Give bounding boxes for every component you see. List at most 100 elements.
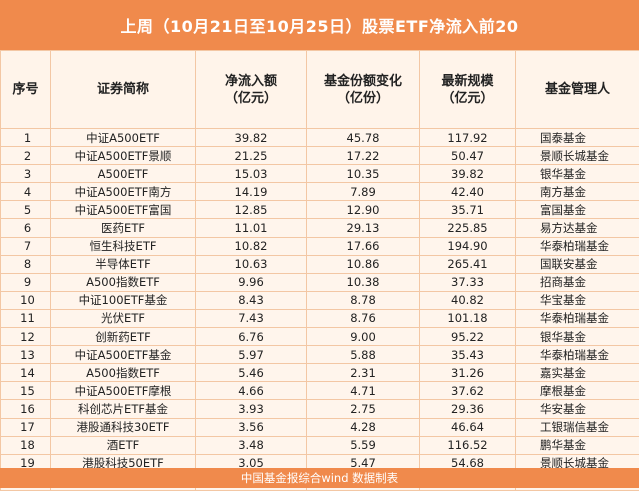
cell-net-inflow: 39.82 <box>196 129 307 147</box>
cell-rank: 12 <box>1 328 51 346</box>
cell-share-change: 10.35 <box>307 165 420 183</box>
cell-share-change: 17.66 <box>307 237 420 255</box>
header-share-change: 基金份额变化 （亿份） <box>307 51 420 129</box>
cell-net-inflow: 3.93 <box>196 400 307 418</box>
cell-security-name: 科创芯片ETF基金 <box>51 400 196 418</box>
cell-latest-scale: 117.92 <box>420 129 516 147</box>
cell-net-inflow: 3.48 <box>196 436 307 454</box>
header-scale-line1: 最新规模 <box>441 74 493 89</box>
cell-rank: 1 <box>1 129 51 147</box>
cell-share-change: 10.38 <box>307 273 420 291</box>
cell-rank: 9 <box>1 273 51 291</box>
source-footer: 中国基金报综合wind 数据制表 <box>0 468 639 488</box>
cell-rank: 18 <box>1 436 51 454</box>
header-row: 序号 证券简称 净流入额 （亿元） 基金份额变化 （亿份） 最新规模 （亿元） … <box>1 51 639 129</box>
cell-security-name: 中证A500ETF景顺 <box>51 147 196 165</box>
cell-net-inflow: 5.46 <box>196 364 307 382</box>
cell-rank: 3 <box>1 165 51 183</box>
cell-net-inflow: 8.43 <box>196 291 307 309</box>
cell-share-change: 7.89 <box>307 183 420 201</box>
cell-security-name: A500指数ETF <box>51 273 196 291</box>
cell-share-change: 8.76 <box>307 309 420 327</box>
header-inflow: 净流入额 （亿元） <box>196 51 307 129</box>
cell-rank: 8 <box>1 255 51 273</box>
cell-latest-scale: 42.40 <box>420 183 516 201</box>
cell-latest-scale: 29.36 <box>420 400 516 418</box>
cell-net-inflow: 12.85 <box>196 201 307 219</box>
cell-fund-manager: 华泰柏瑞基金 <box>516 309 639 327</box>
header-share-change-line2: （亿份） <box>337 91 389 106</box>
cell-security-name: 半导体ETF <box>51 255 196 273</box>
cell-share-change: 2.31 <box>307 364 420 382</box>
cell-fund-manager: 工银瑞信基金 <box>516 418 639 436</box>
cell-fund-manager: 华宝基金 <box>516 291 639 309</box>
cell-fund-manager: 嘉实基金 <box>516 364 639 382</box>
cell-security-name: 港股通科技30ETF <box>51 418 196 436</box>
cell-rank: 10 <box>1 291 51 309</box>
cell-rank: 16 <box>1 400 51 418</box>
header-scale-line2: （亿元） <box>441 91 493 106</box>
cell-latest-scale: 50.47 <box>420 147 516 165</box>
cell-net-inflow: 5.97 <box>196 346 307 364</box>
cell-share-change: 5.88 <box>307 346 420 364</box>
header-name: 证券简称 <box>51 51 196 129</box>
cell-net-inflow: 11.01 <box>196 219 307 237</box>
cell-rank: 6 <box>1 219 51 237</box>
cell-fund-manager: 景顺长城基金 <box>516 147 639 165</box>
cell-fund-manager: 华安基金 <box>516 400 639 418</box>
cell-security-name: 中证100ETF基金 <box>51 291 196 309</box>
cell-latest-scale: 101.18 <box>420 309 516 327</box>
cell-net-inflow: 10.63 <box>196 255 307 273</box>
cell-share-change: 10.86 <box>307 255 420 273</box>
cell-security-name: 中证A500ETF <box>51 129 196 147</box>
cell-fund-manager: 国泰基金 <box>516 129 639 147</box>
cell-fund-manager: 银华基金 <box>516 328 639 346</box>
cell-fund-manager: 国联安基金 <box>516 255 639 273</box>
cell-rank: 7 <box>1 237 51 255</box>
cell-rank: 5 <box>1 201 51 219</box>
cell-rank: 17 <box>1 418 51 436</box>
cell-latest-scale: 225.85 <box>420 219 516 237</box>
cell-rank: 4 <box>1 183 51 201</box>
cell-share-change: 5.59 <box>307 436 420 454</box>
cell-fund-manager: 富国基金 <box>516 201 639 219</box>
page-title: 上周（10月21日至10月25日）股票ETF净流入前20 <box>0 0 639 50</box>
table-header: 序号 证券简称 净流入额 （亿元） 基金份额变化 （亿份） 最新规模 （亿元） … <box>1 51 639 129</box>
cell-share-change: 4.71 <box>307 382 420 400</box>
header-rank: 序号 <box>1 51 51 129</box>
cell-net-inflow: 9.96 <box>196 273 307 291</box>
cell-rank: 11 <box>1 309 51 327</box>
cell-fund-manager: 鹏华基金 <box>516 436 639 454</box>
cell-security-name: 恒生科技ETF <box>51 237 196 255</box>
cell-security-name: 中证A500ETF富国 <box>51 201 196 219</box>
cell-share-change: 2.75 <box>307 400 420 418</box>
cell-net-inflow: 6.76 <box>196 328 307 346</box>
cell-net-inflow: 15.03 <box>196 165 307 183</box>
cell-rank: 15 <box>1 382 51 400</box>
cell-latest-scale: 35.71 <box>420 201 516 219</box>
cell-security-name: 医药ETF <box>51 219 196 237</box>
cell-rank: 13 <box>1 346 51 364</box>
cell-fund-manager: 南方基金 <box>516 183 639 201</box>
cell-share-change: 12.90 <box>307 201 420 219</box>
cell-share-change: 45.78 <box>307 129 420 147</box>
cell-fund-manager: 银华基金 <box>516 165 639 183</box>
cell-net-inflow: 10.82 <box>196 237 307 255</box>
cell-latest-scale: 95.22 <box>420 328 516 346</box>
cell-fund-manager: 华泰柏瑞基金 <box>516 346 639 364</box>
cell-security-name: 创新药ETF <box>51 328 196 346</box>
cell-latest-scale: 194.90 <box>420 237 516 255</box>
